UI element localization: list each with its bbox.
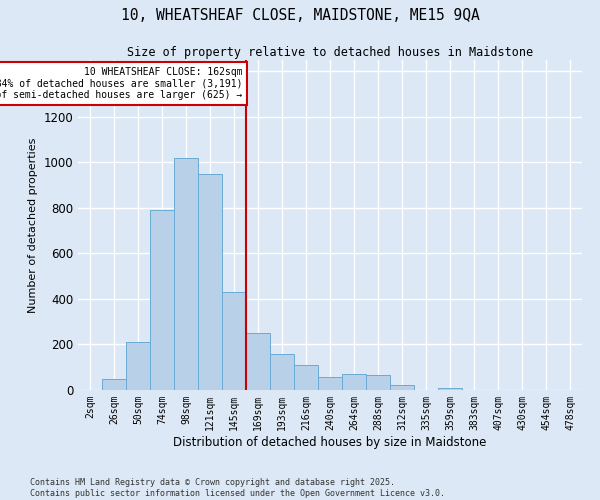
Bar xyxy=(318,378,342,390)
Bar xyxy=(246,333,270,390)
X-axis label: Distribution of detached houses by size in Maidstone: Distribution of detached houses by size … xyxy=(173,436,487,448)
Bar xyxy=(198,174,222,390)
Bar xyxy=(150,210,174,390)
Bar xyxy=(102,378,126,390)
Bar xyxy=(126,342,150,390)
Bar xyxy=(174,158,198,390)
Y-axis label: Number of detached properties: Number of detached properties xyxy=(28,138,38,312)
Bar xyxy=(342,374,366,390)
Text: 10, WHEATSHEAF CLOSE, MAIDSTONE, ME15 9QA: 10, WHEATSHEAF CLOSE, MAIDSTONE, ME15 9Q… xyxy=(121,8,479,22)
Text: 10 WHEATSHEAF CLOSE: 162sqm
← 84% of detached houses are smaller (3,191)
16% of : 10 WHEATSHEAF CLOSE: 162sqm ← 84% of det… xyxy=(0,67,242,100)
Text: Contains HM Land Registry data © Crown copyright and database right 2025.
Contai: Contains HM Land Registry data © Crown c… xyxy=(30,478,445,498)
Bar xyxy=(438,388,462,390)
Bar xyxy=(366,375,390,390)
Bar xyxy=(294,365,318,390)
Bar xyxy=(270,354,294,390)
Title: Size of property relative to detached houses in Maidstone: Size of property relative to detached ho… xyxy=(127,46,533,59)
Bar xyxy=(390,386,414,390)
Bar xyxy=(222,292,246,390)
